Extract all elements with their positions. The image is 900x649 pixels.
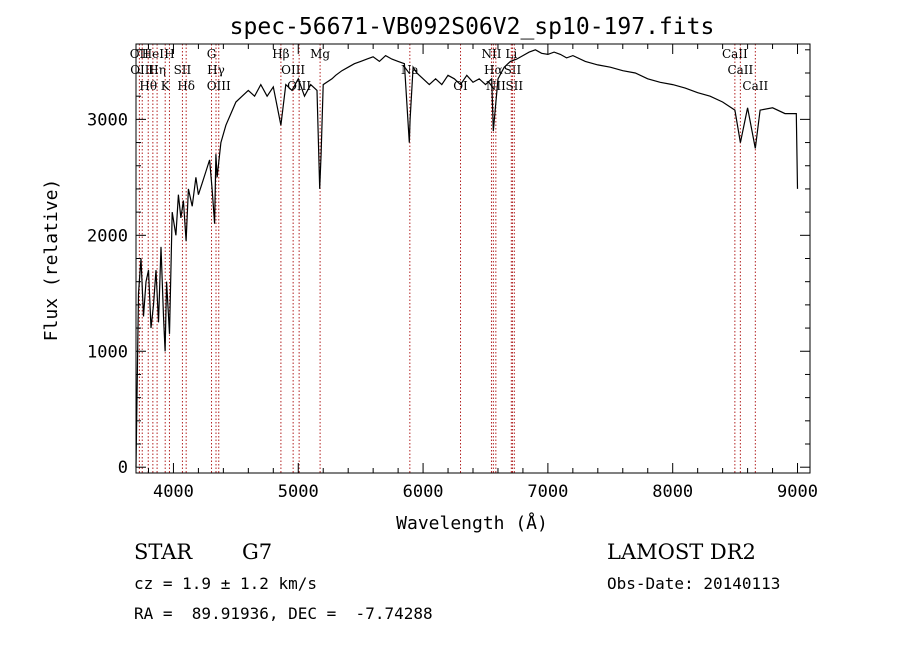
line-marker-label: NII [481, 47, 501, 61]
line-marker-label: K [161, 79, 171, 93]
line-marker-label: CaII [722, 47, 748, 61]
y-axis-label: Flux (relative) [41, 179, 62, 342]
line-marker-label: Hγ [207, 63, 225, 77]
line-marker-label: OI [453, 79, 468, 93]
plot-area: OIIOIIIHθHeIHηKHSIIHδGHγOIIIHβOIIIOIIIMg… [87, 43, 818, 502]
line-marker-label: Hα [484, 63, 503, 77]
line-marker-label: Mg [310, 47, 330, 61]
line-marker-label: SII [505, 79, 523, 93]
y-tick-label: 0 [118, 458, 128, 478]
x-tick-label: 6000 [403, 482, 444, 502]
observation-date: Obs-Date: 20140113 [607, 574, 781, 593]
line-marker-label: Na [401, 63, 419, 77]
line-marker-label: SII [174, 63, 192, 77]
y-tick-label: 2000 [87, 226, 128, 246]
chart-title: spec-56671-VB092S06V2_sp10-197.fits [230, 14, 715, 40]
line-marker-label: Hθ [139, 79, 157, 93]
line-marker-label: SII [504, 63, 522, 77]
x-tick-label: 5000 [278, 482, 319, 502]
object-subclass: G7 [242, 540, 273, 564]
line-marker-label: Li [505, 47, 517, 61]
line-marker-label: Hβ [272, 47, 289, 61]
line-marker-label: NII [486, 79, 506, 93]
spectrum-line [135, 49, 799, 468]
line-marker-label: OII [130, 47, 150, 61]
x-tick-label: 8000 [652, 482, 693, 502]
line-marker-label: CaII [742, 79, 768, 93]
x-tick-label: 4000 [153, 482, 194, 502]
survey-name: LAMOST DR2 [607, 540, 756, 564]
line-marker-label: OIII [207, 79, 231, 93]
redshift-velocity: cz = 1.9 ± 1.2 km/s [134, 574, 318, 593]
line-marker-label: CaII [727, 63, 753, 77]
x-tick-label: 7000 [527, 482, 568, 502]
line-marker-label: OIII [281, 63, 305, 77]
y-tick-label: 3000 [87, 110, 128, 130]
line-marker-label: Hη [148, 63, 166, 77]
plot-frame [135, 43, 811, 474]
coordinates: RA = 89.91936, DEC = -7.74288 [134, 604, 433, 623]
line-marker-label: Hδ [177, 79, 195, 93]
line-marker-label: HeI [142, 47, 165, 61]
x-axis-label: Wavelength (Å) [396, 512, 548, 534]
line-marker-label: OIII [287, 79, 311, 93]
line-marker-label: G [207, 47, 217, 61]
line-marker-label: H [164, 47, 174, 61]
x-tick-label: 9000 [777, 482, 818, 502]
y-tick-label: 1000 [87, 342, 128, 362]
object-class: STAR [134, 540, 193, 564]
